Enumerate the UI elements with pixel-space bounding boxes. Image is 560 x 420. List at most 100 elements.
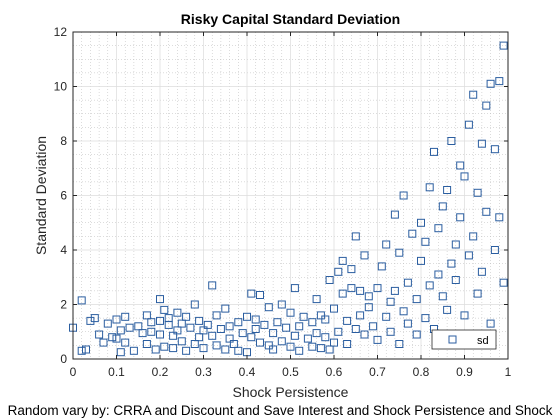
scatter-point xyxy=(451,276,460,284)
scatter-point xyxy=(190,340,199,348)
scatter-point xyxy=(212,341,221,350)
scatter-point xyxy=(82,345,90,354)
scatter-point xyxy=(286,342,295,351)
scatter-point xyxy=(425,183,434,192)
scatter-point xyxy=(264,341,273,350)
scatter-point xyxy=(138,329,147,338)
scatter-point xyxy=(142,311,151,320)
scatter-point xyxy=(112,315,121,324)
y-axis-ticks: 0 2 4 6 8 10 12 xyxy=(54,25,508,366)
scatter-point xyxy=(356,311,365,320)
scatter-point xyxy=(316,311,325,320)
scatter-point xyxy=(430,147,438,156)
scatter-point xyxy=(86,316,95,325)
scatter-point xyxy=(369,322,378,331)
x-tick-label: 0 xyxy=(70,365,77,379)
scatter-point xyxy=(425,281,434,290)
scatter-point xyxy=(208,331,217,340)
scatter-point xyxy=(382,240,391,249)
scatter-point xyxy=(225,334,234,343)
scatter-point xyxy=(412,330,421,339)
scatter-point xyxy=(260,320,269,329)
scatter-point xyxy=(460,311,469,320)
scatter-point xyxy=(160,305,169,314)
scatter-point xyxy=(399,191,408,200)
y-tick-label: 0 xyxy=(60,352,67,366)
scatter-point xyxy=(234,346,243,355)
scatter-point xyxy=(490,246,499,254)
scatter-point xyxy=(156,316,164,325)
scatter-point xyxy=(408,229,417,238)
scatter-point xyxy=(116,326,125,335)
scatter-point xyxy=(186,323,195,332)
scatter-point xyxy=(286,308,295,317)
figure-caption: Random vary by: CRRA and Discount and Sa… xyxy=(8,403,553,418)
scatter-point xyxy=(316,344,325,353)
y-tick-label: 2 xyxy=(60,298,67,312)
scatter-point xyxy=(151,345,160,354)
scatter-point xyxy=(330,338,338,347)
scatter-point xyxy=(486,319,495,328)
scatter-point xyxy=(321,333,330,342)
scatter-point xyxy=(360,330,369,339)
scatter-point xyxy=(277,337,286,346)
scatter-point xyxy=(99,338,108,347)
x-tick-label: 0.4 xyxy=(239,365,256,379)
scatter-point xyxy=(221,345,230,354)
scatter-point xyxy=(234,318,243,327)
y-tick-label: 8 xyxy=(60,134,67,148)
scatter-point xyxy=(395,248,404,257)
scatter-point xyxy=(308,318,317,327)
scatter-point xyxy=(182,346,191,355)
scatter-point xyxy=(421,237,430,246)
scatter-point xyxy=(469,232,478,241)
scatter-point xyxy=(269,329,278,338)
scatter-point xyxy=(351,325,360,333)
x-tick-label: 0.7 xyxy=(369,365,386,379)
scatter-point xyxy=(473,188,482,197)
scatter-point xyxy=(417,256,425,265)
scatter-point xyxy=(212,311,221,320)
scatter-point xyxy=(312,295,321,304)
scatter-point xyxy=(247,333,256,342)
scatter-point xyxy=(251,325,260,333)
legend-box xyxy=(431,329,497,350)
scatter-point xyxy=(434,224,443,233)
scatter-point xyxy=(156,330,164,339)
scatter-point xyxy=(382,312,391,321)
scatter-point xyxy=(95,330,104,339)
x-axis-ticks: 0 0.1 0.2 0.3 0.4 0.5 0.6 0.7 0.8 0.9 1 xyxy=(70,32,512,379)
scatter-point xyxy=(460,172,469,181)
scatter-point xyxy=(447,137,456,145)
scatter-point xyxy=(121,312,130,321)
scatter-point xyxy=(495,213,504,222)
scatter-point xyxy=(364,303,373,312)
scatter-point xyxy=(164,314,173,323)
scatter-point xyxy=(386,327,395,336)
scatter-point xyxy=(247,289,256,298)
scatter-point xyxy=(334,267,343,276)
x-tick-label: 0.5 xyxy=(282,365,299,379)
x-tick-label: 0.9 xyxy=(456,365,473,379)
scatter-point xyxy=(373,284,382,293)
scatter-point xyxy=(390,210,399,219)
scatter-point xyxy=(482,101,491,110)
scatter-point xyxy=(499,278,508,287)
scatter-point xyxy=(77,346,86,355)
scatter-point xyxy=(177,319,186,328)
scatter-point xyxy=(490,145,499,154)
x-tick-label: 0.8 xyxy=(413,365,430,379)
chart-title: Risky Capital Standard Deviation xyxy=(181,11,400,27)
scatter-point xyxy=(434,270,443,279)
scatter-point xyxy=(464,251,473,260)
scatter-point xyxy=(269,345,278,354)
scatter-point xyxy=(195,333,204,342)
scatter-point xyxy=(312,329,321,338)
scatter-point xyxy=(499,41,508,50)
scatter-point xyxy=(443,186,452,194)
scatter-point xyxy=(295,346,304,355)
scatter-point xyxy=(203,320,212,329)
scatter-point xyxy=(190,300,199,309)
scatter-point xyxy=(129,346,138,355)
